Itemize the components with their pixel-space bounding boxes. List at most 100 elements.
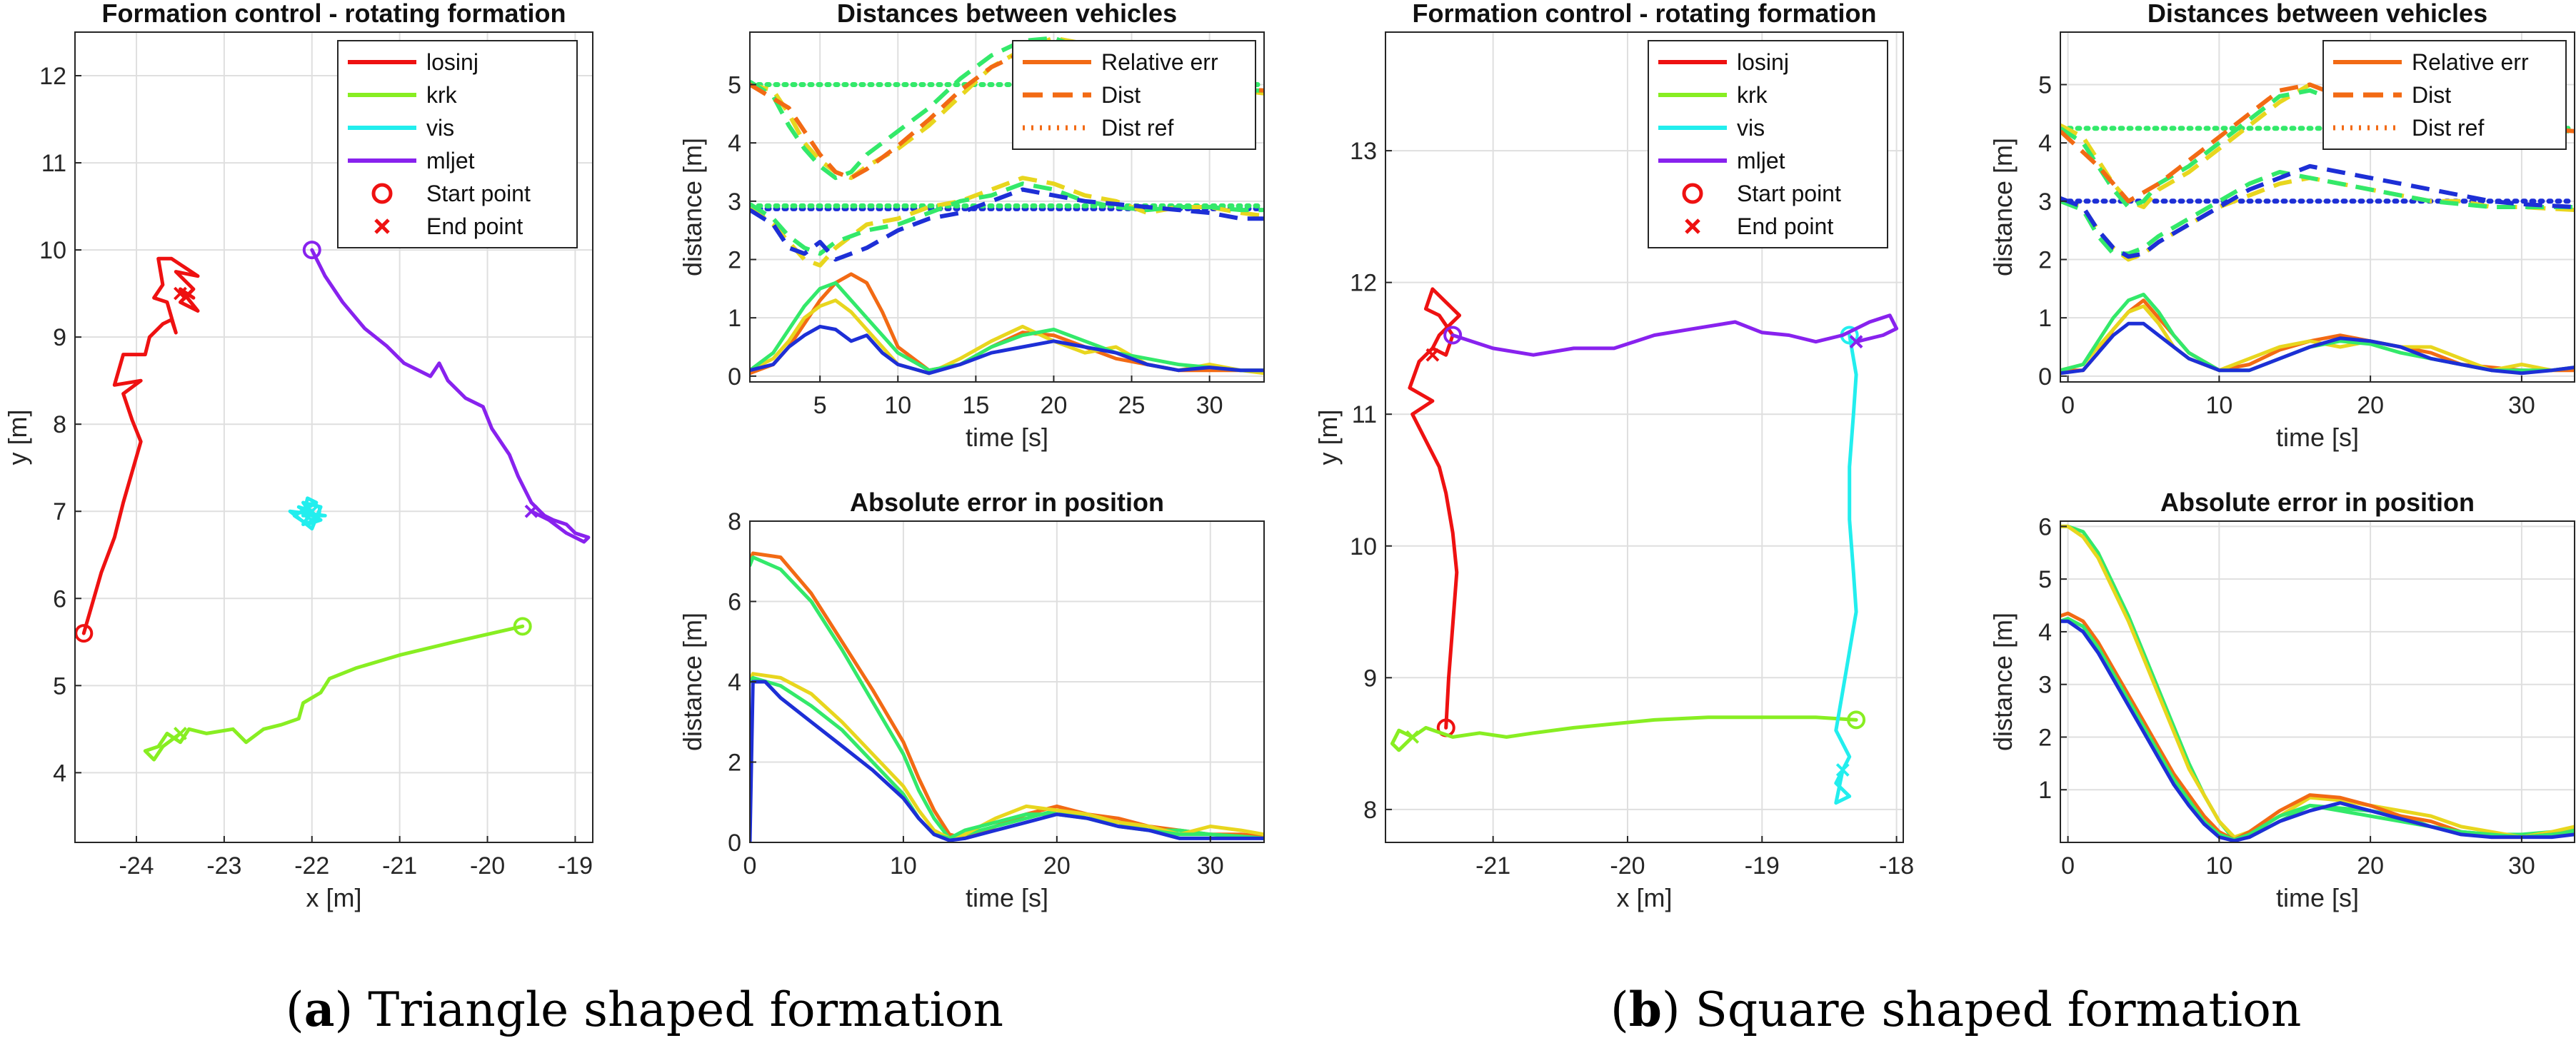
x-tick-label: 30 bbox=[1197, 852, 1224, 880]
series-line bbox=[750, 672, 1264, 840]
series-line bbox=[2060, 170, 2575, 256]
x-tick-label: 30 bbox=[2508, 392, 2535, 419]
legend-label: Dist ref bbox=[2412, 115, 2484, 141]
plot-area bbox=[750, 551, 1264, 842]
y-axis-label: y [m] bbox=[1313, 410, 1343, 465]
series-line bbox=[750, 298, 1264, 376]
series-line bbox=[2060, 304, 2575, 373]
end-point-marker bbox=[1849, 335, 1863, 349]
series-line bbox=[2060, 82, 2575, 209]
x-tick-label: 15 bbox=[962, 392, 989, 419]
legend-label: vis bbox=[426, 115, 454, 141]
y-tick-label: 8 bbox=[728, 508, 741, 535]
x-tick-label: 30 bbox=[1196, 392, 1223, 419]
legend-label: Dist ref bbox=[1101, 115, 1173, 141]
series-line bbox=[750, 551, 1264, 840]
series-line bbox=[2060, 619, 2575, 842]
legend-label: krk bbox=[1737, 82, 1768, 108]
start-point-marker bbox=[302, 502, 321, 521]
legend: Relative err Dist Dist ref bbox=[2322, 40, 2567, 150]
y-tick-label: 0 bbox=[728, 830, 741, 857]
x-tick-label: 0 bbox=[2061, 852, 2075, 880]
legend-label: mljet bbox=[1737, 148, 1785, 173]
legend-swatch bbox=[1685, 218, 1700, 234]
chart-title: Absolute error in position bbox=[850, 488, 1164, 517]
series-line-vis bbox=[288, 496, 327, 531]
y-tick-label: 4 bbox=[2038, 619, 2052, 646]
x-tick-label: -18 bbox=[1879, 852, 1914, 880]
y-tick-label: 3 bbox=[2038, 188, 2052, 216]
y-tick-label: 10 bbox=[1350, 533, 1377, 560]
caption-a: (a) Triangle shaped formation bbox=[286, 982, 1003, 1037]
axes-box bbox=[749, 31, 1265, 383]
x-tick-label: -23 bbox=[206, 852, 241, 880]
y-tick-label: 0 bbox=[2038, 363, 2052, 391]
y-axis-label: distance [m] bbox=[678, 138, 707, 276]
chart-b_traj: -21 -20 -19 -18 8 9 10 11 12 13 Formation control … bbox=[1313, 0, 1914, 912]
legend-label: End point bbox=[1737, 213, 1833, 239]
x-tick-label: -20 bbox=[470, 852, 505, 880]
x-tick-label: 10 bbox=[884, 392, 911, 419]
legend-label: Start point bbox=[1737, 181, 1841, 206]
end-point-marker bbox=[1835, 763, 1850, 777]
y-tick-label: 5 bbox=[2038, 72, 2052, 99]
series-line bbox=[2060, 524, 2575, 842]
axes-box bbox=[2060, 31, 2575, 383]
y-tick-label: 1 bbox=[2038, 305, 2052, 332]
legend-box bbox=[337, 40, 578, 248]
x-tick-label: -22 bbox=[294, 852, 329, 880]
series-line bbox=[2060, 321, 2575, 376]
y-tick-label: 9 bbox=[1363, 665, 1377, 692]
chart-b_abs: 0 10 20 30 1 2 3 4 5 6 Absolute error in position t… bbox=[1988, 488, 2575, 912]
legend-label: losinj bbox=[1737, 49, 1789, 75]
y-axis-label: distance [m] bbox=[678, 613, 707, 751]
start-point-marker bbox=[513, 617, 532, 636]
end-point-marker bbox=[1405, 730, 1420, 744]
end-point-marker bbox=[174, 286, 187, 301]
legend-label: Relative err bbox=[2412, 49, 2529, 75]
x-axis-label: time [s] bbox=[2276, 883, 2359, 912]
series-line-mljet bbox=[1450, 313, 1899, 357]
y-tick-label: 9 bbox=[53, 324, 66, 351]
y-tick-label: 6 bbox=[728, 589, 741, 616]
y-tick-label: 8 bbox=[1363, 797, 1377, 824]
y-tick-label: 11 bbox=[1352, 401, 1377, 428]
series-line bbox=[2060, 88, 2575, 209]
start-point-marker bbox=[302, 241, 321, 260]
series-line bbox=[750, 187, 1264, 262]
x-tick-label: 5 bbox=[813, 392, 827, 419]
x-tick-label: 20 bbox=[2357, 392, 2384, 419]
series-line bbox=[750, 36, 1264, 181]
series-line-losinj bbox=[81, 256, 200, 635]
x-tick-label: 0 bbox=[2061, 392, 2075, 419]
chart-b_dist: 0 10 20 30 0 1 2 3 4 5 Distances between vehicles t… bbox=[1988, 0, 2575, 452]
chart-title: Distances between vehicles bbox=[2147, 0, 2487, 28]
legend-label: mljet bbox=[426, 148, 475, 173]
x-tick-label: 10 bbox=[2205, 392, 2232, 419]
y-tick-label: 8 bbox=[53, 411, 66, 438]
legend: Relative err Dist Dist ref bbox=[1012, 40, 1256, 150]
legend-label: krk bbox=[426, 82, 458, 108]
series-line-vis bbox=[1834, 333, 1858, 805]
series-line bbox=[750, 324, 1264, 376]
series-line bbox=[750, 680, 1264, 842]
series-line-krk bbox=[143, 624, 525, 762]
y-tick-label: 11 bbox=[41, 150, 66, 177]
legend-swatch bbox=[371, 183, 393, 204]
legend-label: Relative err bbox=[1101, 49, 1218, 75]
y-tick-label: 4 bbox=[2038, 130, 2052, 157]
y-axis-label: distance [m] bbox=[1988, 613, 2018, 751]
y-tick-label: 5 bbox=[2038, 566, 2052, 593]
y-tick-label: 1 bbox=[728, 305, 741, 332]
x-axis-label: x [m] bbox=[1617, 883, 1673, 912]
legend-label: Start point bbox=[426, 181, 531, 206]
series-line-losinj bbox=[1408, 287, 1462, 730]
end-point-marker bbox=[1425, 348, 1440, 362]
chart-title: Distances between vehicles bbox=[837, 0, 1177, 28]
chart-a_abs: 0 10 20 30 0 2 4 6 8 Absolute error in position ti… bbox=[678, 488, 1265, 912]
legend: losinj krk vis mljet Start point End point bbox=[1648, 40, 1888, 248]
y-tick-label: 4 bbox=[728, 130, 741, 157]
series-line bbox=[750, 555, 1264, 840]
x-tick-label: 0 bbox=[743, 852, 757, 880]
series-line bbox=[2060, 524, 2575, 840]
